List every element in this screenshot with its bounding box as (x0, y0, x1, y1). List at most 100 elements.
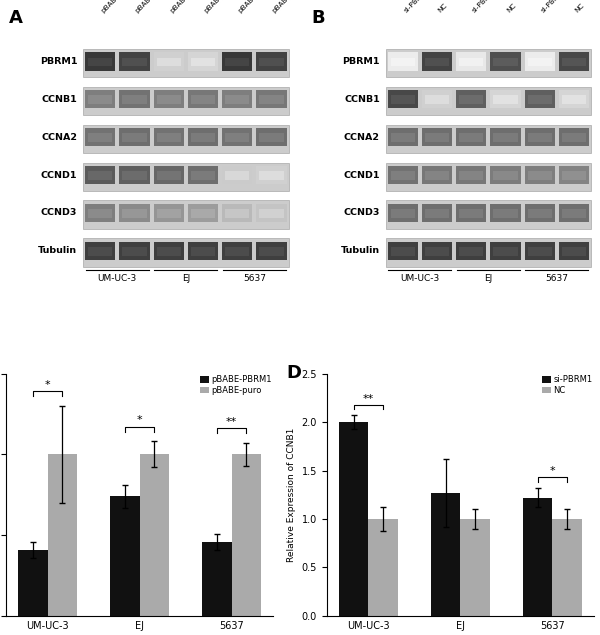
Bar (422, 128, 452, 147)
Bar (119, 166, 149, 184)
Bar (88, 95, 112, 104)
Bar (422, 166, 452, 184)
Bar (422, 52, 452, 70)
Text: **: ** (226, 417, 237, 427)
Bar (425, 247, 449, 255)
Bar (85, 52, 115, 70)
Bar (222, 90, 252, 109)
Bar (425, 171, 449, 180)
Bar (157, 247, 181, 255)
Bar (83, 238, 289, 267)
Bar (88, 133, 112, 142)
Bar (88, 247, 112, 255)
Bar (222, 241, 252, 260)
Bar (83, 163, 289, 191)
Text: EJ: EJ (182, 274, 190, 283)
Bar (222, 166, 252, 184)
Text: PBRM1: PBRM1 (343, 57, 380, 66)
Bar (191, 210, 215, 218)
Text: NC: NC (506, 2, 517, 13)
Bar (119, 204, 149, 222)
Legend: pBABE-PBRM1, pBABE-puro: pBABE-PBRM1, pBABE-puro (200, 375, 272, 395)
Bar (524, 128, 555, 147)
Bar (222, 204, 252, 222)
Bar (154, 166, 184, 184)
Bar (391, 58, 415, 66)
Bar (490, 90, 521, 109)
Bar (256, 241, 287, 260)
Bar (524, 204, 555, 222)
Bar (83, 49, 289, 77)
Bar (490, 52, 521, 70)
Bar (256, 204, 287, 222)
Bar (256, 52, 287, 70)
Bar (191, 247, 215, 255)
Bar (459, 247, 484, 255)
Text: Tubulin: Tubulin (341, 246, 380, 255)
Bar (459, 133, 484, 142)
Bar (391, 133, 415, 142)
Text: 5637: 5637 (545, 274, 568, 283)
Bar (202, 542, 232, 616)
Bar (386, 86, 591, 115)
Text: pBABE-PBRM1: pBABE-PBRM1 (169, 0, 210, 13)
Bar (88, 210, 112, 218)
Bar (191, 95, 215, 104)
Text: pBABE-puro: pBABE-puro (203, 0, 238, 13)
Bar (188, 52, 218, 70)
Bar (425, 58, 449, 66)
Bar (191, 171, 215, 180)
Bar (188, 166, 218, 184)
Bar (528, 58, 552, 66)
Text: si-PBRM1: si-PBRM1 (403, 0, 431, 13)
Bar (388, 204, 418, 222)
Bar (422, 241, 452, 260)
Text: *: * (137, 415, 142, 425)
Bar (493, 210, 518, 218)
Text: B: B (311, 10, 325, 27)
Bar (191, 58, 215, 66)
Bar (157, 58, 181, 66)
Bar (459, 95, 484, 104)
Bar (140, 454, 169, 616)
Bar (259, 58, 284, 66)
Bar (493, 247, 518, 255)
Bar (559, 52, 589, 70)
Bar (122, 210, 146, 218)
Text: 5637: 5637 (243, 274, 266, 283)
Text: si-PBRM1: si-PBRM1 (471, 0, 499, 13)
Bar (456, 166, 487, 184)
Bar (85, 128, 115, 147)
Bar (119, 52, 149, 70)
Text: D: D (287, 364, 302, 382)
Bar (528, 247, 552, 255)
Text: CCNA2: CCNA2 (41, 133, 77, 142)
Text: UM-UC-3: UM-UC-3 (400, 274, 440, 283)
Bar (256, 128, 287, 147)
Bar (388, 90, 418, 109)
Bar (493, 171, 518, 180)
Bar (225, 95, 249, 104)
Bar (191, 133, 215, 142)
Bar (256, 166, 287, 184)
Bar (119, 241, 149, 260)
Bar (386, 163, 591, 191)
Bar (562, 171, 586, 180)
Bar (188, 90, 218, 109)
Bar (490, 128, 521, 147)
Bar (391, 171, 415, 180)
Text: *: * (45, 380, 50, 390)
Bar (559, 241, 589, 260)
Bar (386, 201, 591, 229)
Bar (18, 550, 47, 616)
Bar (256, 90, 287, 109)
Bar (259, 210, 284, 218)
Text: **: ** (363, 394, 374, 404)
Bar (422, 90, 452, 109)
Text: Tubulin: Tubulin (38, 246, 77, 255)
Bar (368, 519, 398, 616)
Text: si-PBRM1: si-PBRM1 (540, 0, 568, 13)
Bar (460, 519, 490, 616)
Bar (388, 52, 418, 70)
Text: pBABE-puro: pBABE-puro (271, 0, 307, 13)
